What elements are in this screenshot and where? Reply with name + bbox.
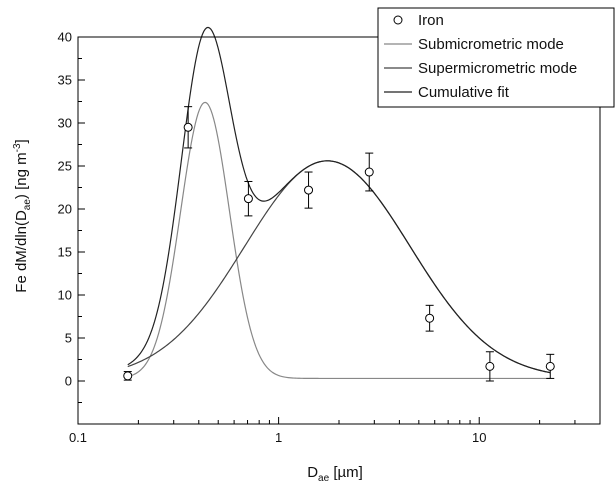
- data-point: [123, 371, 133, 381]
- y-tick-label: 35: [58, 73, 72, 88]
- legend-label: Iron: [418, 12, 444, 29]
- data-point: [545, 361, 555, 371]
- legend-label: Supermicrometric mode: [418, 60, 577, 77]
- y-tick-label: 30: [58, 116, 72, 131]
- data-point: [183, 122, 193, 132]
- y-tick-label: 20: [58, 202, 72, 217]
- y-tick-label: 15: [58, 245, 72, 260]
- data-point: [243, 194, 253, 204]
- cumulative-fit-curve: [127, 26, 551, 374]
- data-point: [364, 167, 374, 177]
- y-tick-label: 40: [58, 30, 72, 45]
- submicrometric-mode-curve: [127, 101, 551, 380]
- legend-label: Submicrometric mode: [418, 36, 564, 53]
- legend-marker-iron: [393, 15, 403, 25]
- data-point: [304, 185, 314, 195]
- y-tick-label: 10: [58, 288, 72, 303]
- x-axis-label-sub: ae: [318, 473, 330, 483]
- x-tick-label: 0.1: [69, 430, 87, 445]
- legend: Iron Submicrometric mode Supermicrometric …: [377, 7, 615, 108]
- x-tick-label: 1: [275, 430, 282, 445]
- y-axis-label: Fe dM/dln(Dae) [ng m-3]: [12, 139, 33, 292]
- legend-box: [377, 7, 615, 108]
- x-axis-label-unit: [µm]: [329, 464, 363, 481]
- y-tick-label: 0: [65, 374, 72, 389]
- x-axis-label: Dae [µm]: [307, 464, 363, 483]
- x-axis-label-main: D: [307, 464, 318, 481]
- y-axis-label-close: ]: [13, 139, 30, 143]
- data-point: [425, 313, 435, 323]
- y-tick-label: 5: [65, 331, 72, 346]
- data-points: [123, 106, 555, 382]
- legend-label: Cumulative fit: [418, 84, 510, 101]
- data-point: [485, 361, 495, 371]
- fit-curves: [127, 26, 551, 380]
- supermicrometric-mode-curve: [127, 160, 551, 374]
- y-axis-label-sup: -3: [12, 143, 23, 152]
- y-axis-label-main: Fe dM/dln(D: [13, 210, 30, 293]
- x-tick-label: 10: [472, 430, 486, 445]
- y-tick-label: 25: [58, 159, 72, 174]
- y-axis-label-unit: ) [ng m: [13, 152, 30, 199]
- y-axis-label-sub: ae: [22, 199, 33, 211]
- axes: 0.1 1 10 0 5 10 15 20 25 30 35 40: [58, 30, 601, 445]
